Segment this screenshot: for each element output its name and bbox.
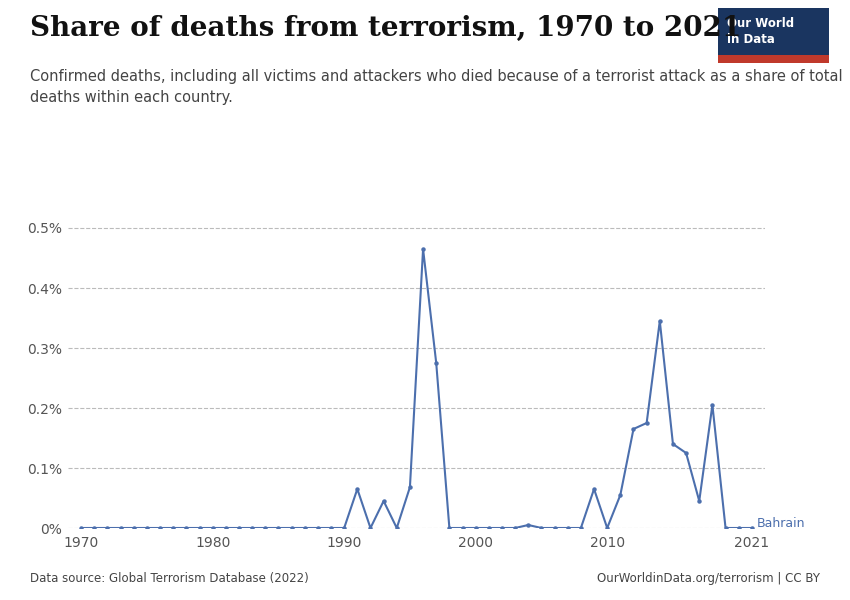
FancyBboxPatch shape <box>718 55 829 63</box>
Text: in Data: in Data <box>727 34 775 46</box>
Text: Our World: Our World <box>727 17 794 30</box>
Text: Share of deaths from terrorism, 1970 to 2021: Share of deaths from terrorism, 1970 to … <box>30 15 741 42</box>
Text: OurWorldinData.org/terrorism | CC BY: OurWorldinData.org/terrorism | CC BY <box>598 572 820 585</box>
Text: Data source: Global Terrorism Database (2022): Data source: Global Terrorism Database (… <box>30 572 309 585</box>
Text: Bahrain: Bahrain <box>757 517 806 530</box>
Text: Confirmed deaths, including all victims and attackers who died because of a terr: Confirmed deaths, including all victims … <box>30 69 842 105</box>
FancyBboxPatch shape <box>718 8 829 63</box>
